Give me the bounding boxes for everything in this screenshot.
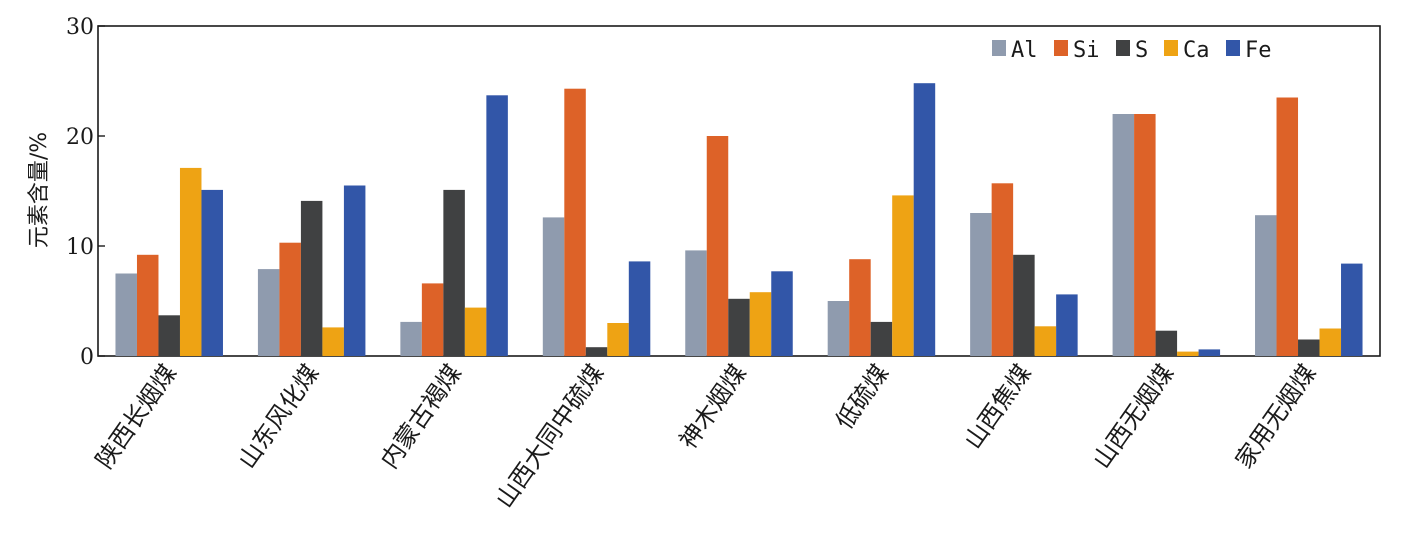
legend-swatch-al [992, 40, 1006, 56]
bar-si [279, 242, 301, 356]
bar-s [585, 347, 608, 356]
bar-ca [322, 327, 344, 356]
bar-s [443, 189, 465, 356]
y-axis-title: 元素含量/% [27, 132, 52, 248]
bar-fe [343, 185, 366, 356]
bar-al [542, 217, 565, 356]
x-category-label: 家用无烟煤 [1230, 359, 1322, 473]
bar-ca [464, 307, 487, 356]
bar-al [257, 269, 280, 356]
bar-si [991, 183, 1014, 356]
x-category-label: 低硫煤 [830, 359, 894, 434]
bar-ca [1034, 326, 1057, 356]
bar-fe [1198, 349, 1221, 356]
bar-fe [771, 271, 793, 356]
bar-s [728, 298, 750, 356]
legend-label-si: Si [1073, 38, 1100, 63]
bar-ca [179, 167, 202, 356]
bar-fe [486, 95, 508, 357]
bars-group [115, 83, 1363, 357]
bar-fe [201, 189, 223, 356]
bar-s [158, 315, 180, 356]
legend-label-s: S [1135, 38, 1148, 63]
x-axis-labels: 陕西长烟煤 山东风化煤 内蒙古褐煤 山西大同中硫煤 神木烟煤 低硫煤 山西焦煤 山西无烟煤 家用… [90, 359, 1321, 513]
bar-al [115, 273, 137, 356]
bar-al [1255, 215, 1277, 356]
x-category-label: 山东风化煤 [233, 359, 325, 473]
bar-s [300, 200, 323, 356]
bar-fe [913, 83, 936, 356]
bar-si [849, 259, 871, 356]
bar-al [970, 213, 992, 356]
bar-s [1298, 339, 1320, 356]
legend-label-ca: Ca [1183, 38, 1210, 63]
bar-al [827, 301, 850, 356]
x-category-label: 神木烟煤 [674, 359, 752, 454]
bar-fe [1056, 294, 1078, 356]
x-category-label: 内蒙古褐煤 [375, 359, 467, 473]
bar-s [1155, 330, 1178, 356]
y-tick-label: 10 [66, 235, 94, 260]
legend-swatch-fe [1226, 40, 1240, 56]
bar-ca [1177, 351, 1199, 356]
x-category-label: 山西大同中硫煤 [490, 359, 609, 513]
x-category-label: 陕西长烟煤 [90, 359, 182, 473]
bar-si [564, 88, 586, 356]
bar-si [706, 136, 729, 356]
bar-si [421, 283, 444, 356]
bar-al [1112, 114, 1135, 356]
y-axis: 0 10 20 30 [66, 15, 105, 370]
bar-s [870, 321, 893, 356]
bar-ca [607, 323, 629, 356]
bar-fe [628, 261, 651, 356]
x-category-label: 山西无烟煤 [1087, 359, 1179, 473]
bar-ca [1319, 328, 1342, 356]
bar-si [136, 254, 159, 356]
bar-si [1134, 114, 1156, 356]
legend-swatch-s [1116, 40, 1130, 56]
legend-label-al: Al [1011, 38, 1038, 63]
bar-si [1276, 97, 1299, 356]
legend-swatch-ca [1164, 40, 1178, 56]
bar-ca [892, 195, 914, 356]
bar-s [1013, 254, 1035, 356]
bar-fe [1341, 263, 1363, 356]
bar-al [685, 250, 707, 356]
y-tick-label: 0 [80, 345, 94, 370]
legend: Al Si S Ca Fe [992, 38, 1272, 63]
y-tick-label: 20 [66, 125, 94, 150]
bar-al [400, 321, 422, 356]
x-category-label: 山西焦煤 [959, 359, 1037, 454]
bar-ca [749, 292, 772, 356]
legend-swatch-si [1054, 40, 1068, 56]
y-tick-label: 30 [66, 15, 94, 40]
legend-label-fe: Fe [1245, 38, 1272, 63]
